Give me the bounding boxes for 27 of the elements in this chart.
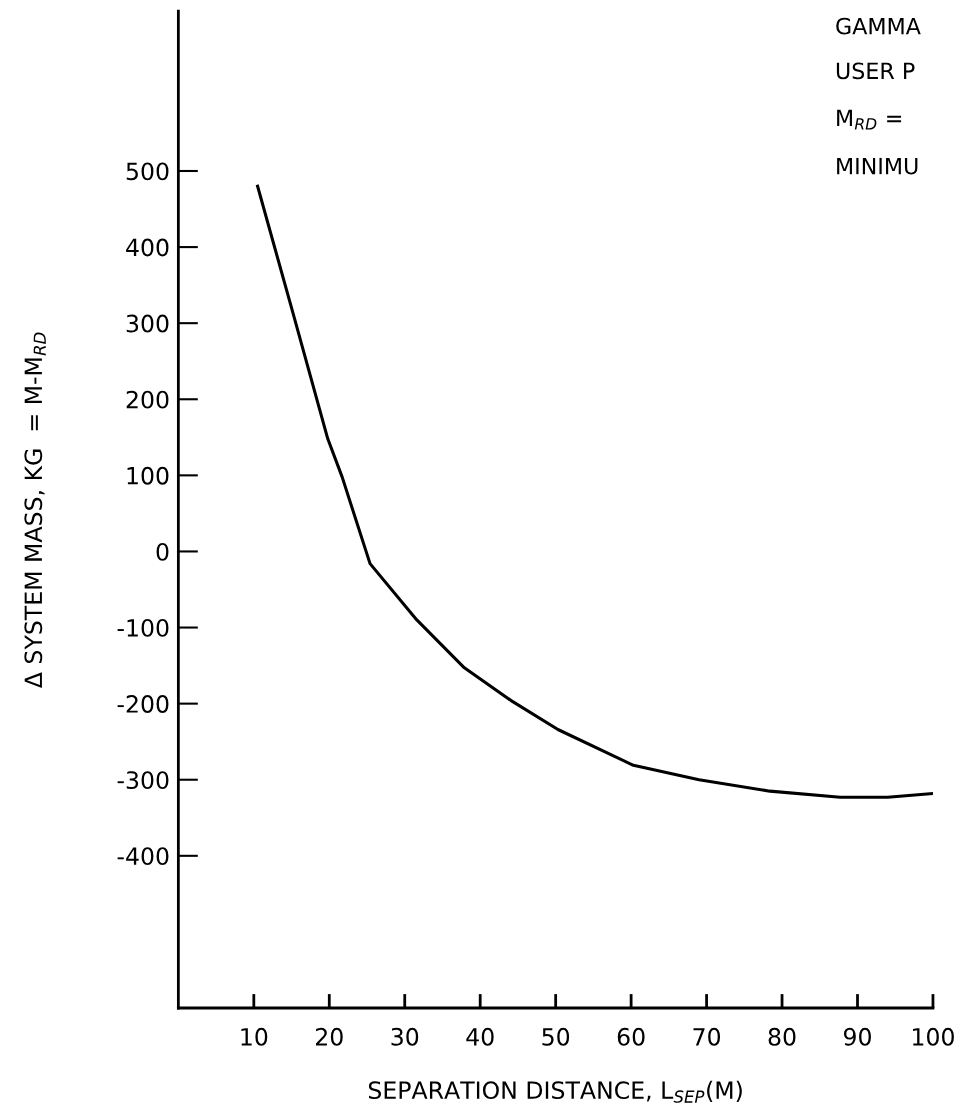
y-tick-label: -300 xyxy=(117,771,169,790)
y-tick-label: 500 xyxy=(126,162,169,181)
y-tick-label: -400 xyxy=(117,847,169,866)
annotation: GAMMA xyxy=(836,17,921,35)
y-tick-label: 100 xyxy=(127,466,169,485)
x-tick-label: 100 xyxy=(913,1027,954,1046)
x-tick-label: 50 xyxy=(542,1027,570,1046)
annotation: USER P xyxy=(836,62,915,80)
x-tick-label: 60 xyxy=(617,1027,645,1046)
annotation: M$_{RD}$ = xyxy=(837,109,902,130)
y-tick-label: 0 xyxy=(156,542,169,561)
x-axis-title: SEPARATION DISTANCE, L$_{SEP}$(M) xyxy=(368,1080,742,1103)
y-tick-label: -200 xyxy=(117,695,169,713)
annotation: MINIMU xyxy=(837,157,918,175)
x-tick-label: 90 xyxy=(843,1027,871,1046)
y-axis-title: Δ SYSTEM MASS, KG = M-M$_{RD}$ xyxy=(24,332,46,689)
x-tick-label: 10 xyxy=(241,1027,268,1046)
x-tick-label: 80 xyxy=(768,1027,796,1046)
y-tick-label: 300 xyxy=(126,314,169,333)
x-tick-label: 30 xyxy=(391,1027,419,1046)
x-tick-label: 40 xyxy=(466,1027,494,1046)
y-tick-label: 400 xyxy=(126,238,169,257)
line-series xyxy=(256,184,933,799)
y-tick-label: 200 xyxy=(126,390,169,409)
y-tick-label: -100 xyxy=(117,618,169,637)
x-tick-label: 70 xyxy=(693,1027,721,1046)
x-tick-label: 20 xyxy=(315,1027,343,1046)
